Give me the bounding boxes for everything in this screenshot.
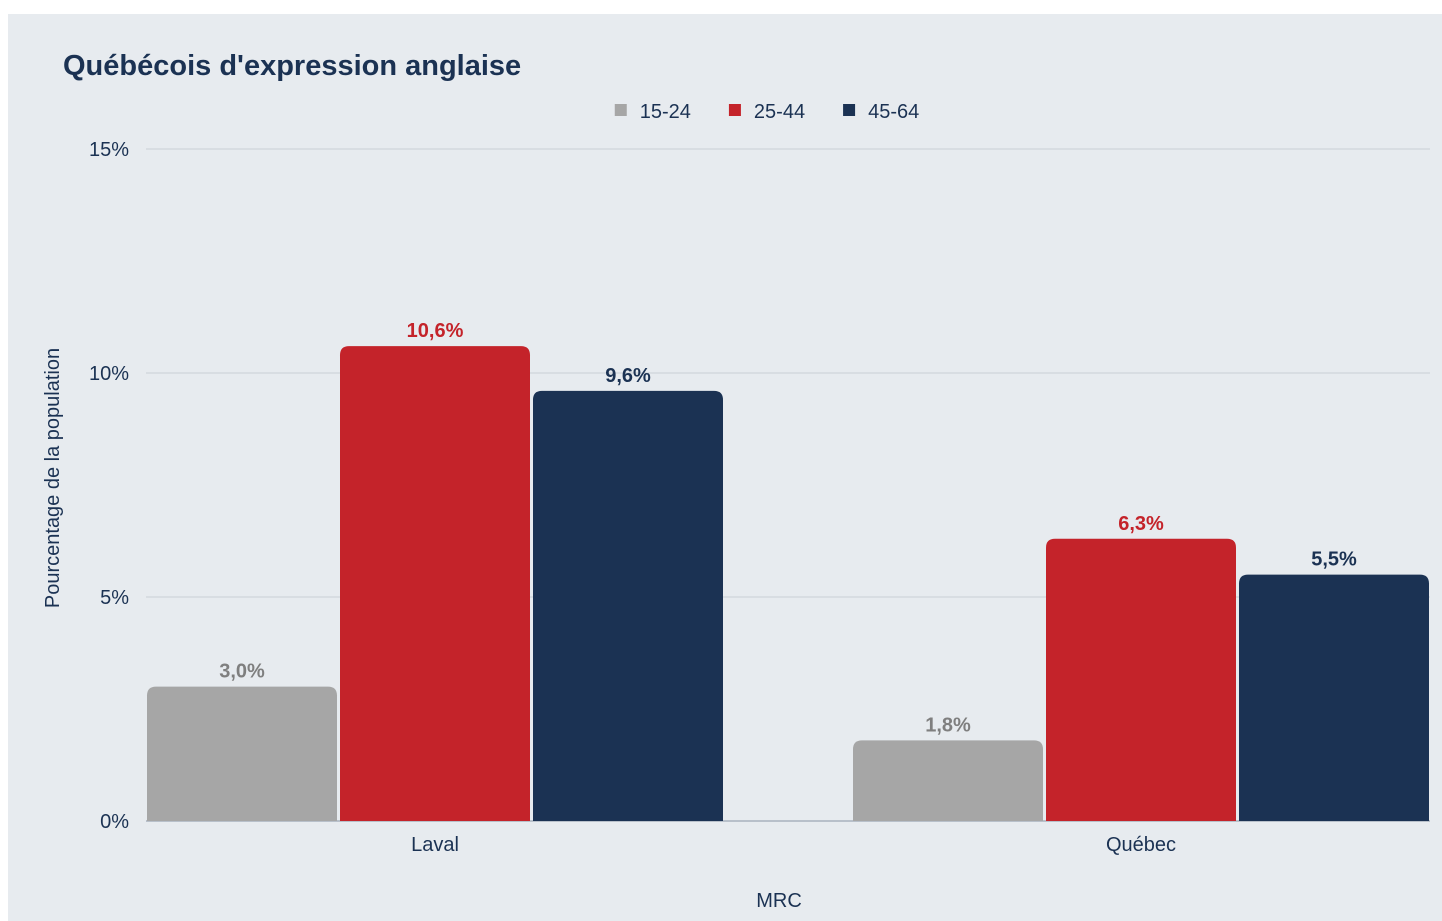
bar-15-24-Québec	[853, 740, 1043, 821]
bar-25-44-Québec	[1046, 538, 1236, 821]
legend-item: 45-64	[843, 101, 919, 123]
x-axis-title: MRC	[756, 890, 802, 912]
legend-swatch	[843, 104, 856, 116]
y-axis-ticks: 0% 5% 10% 15%	[89, 139, 129, 833]
data-label: 6,3%	[1118, 513, 1164, 535]
category-label: Québec	[1106, 834, 1176, 856]
y-tick-label: 5%	[100, 587, 129, 609]
category-labels: Laval Québec	[411, 834, 1176, 856]
data-label: 1,8%	[925, 714, 971, 736]
data-label: 3,0%	[219, 661, 265, 683]
legend-swatch	[614, 104, 627, 116]
bar-15-24-Laval	[147, 686, 337, 821]
y-axis-title: Pourcentage de la population	[42, 348, 64, 608]
legend-label: 25-44	[754, 101, 805, 123]
data-labels: 3,0% 10,6% 9,6% 1,8% 6,3% 5,5%	[219, 320, 1357, 736]
legend-item: 15-24	[614, 101, 691, 123]
data-label: 9,6%	[605, 365, 651, 387]
legend-label: 45-64	[868, 101, 919, 123]
bars	[147, 346, 1429, 821]
bar-45-64-Québec	[1239, 574, 1429, 821]
category-label: Laval	[411, 834, 459, 856]
gridlines	[146, 148, 1430, 598]
legend-item: 25-44	[728, 101, 805, 123]
y-tick-label: 15%	[89, 139, 129, 161]
legend: 15-24 25-44 45-64	[614, 101, 919, 123]
bar-25-44-Laval	[340, 346, 530, 821]
data-label: 5,5%	[1311, 549, 1357, 571]
legend-swatch	[728, 104, 741, 116]
chart-title: Québécois d'expression anglaise	[63, 50, 521, 82]
legend-label: 15-24	[640, 101, 691, 123]
y-tick-label: 10%	[89, 363, 129, 385]
y-tick-label: 0%	[100, 811, 129, 833]
bar-45-64-Laval	[533, 390, 723, 821]
data-label: 10,6%	[407, 320, 464, 342]
